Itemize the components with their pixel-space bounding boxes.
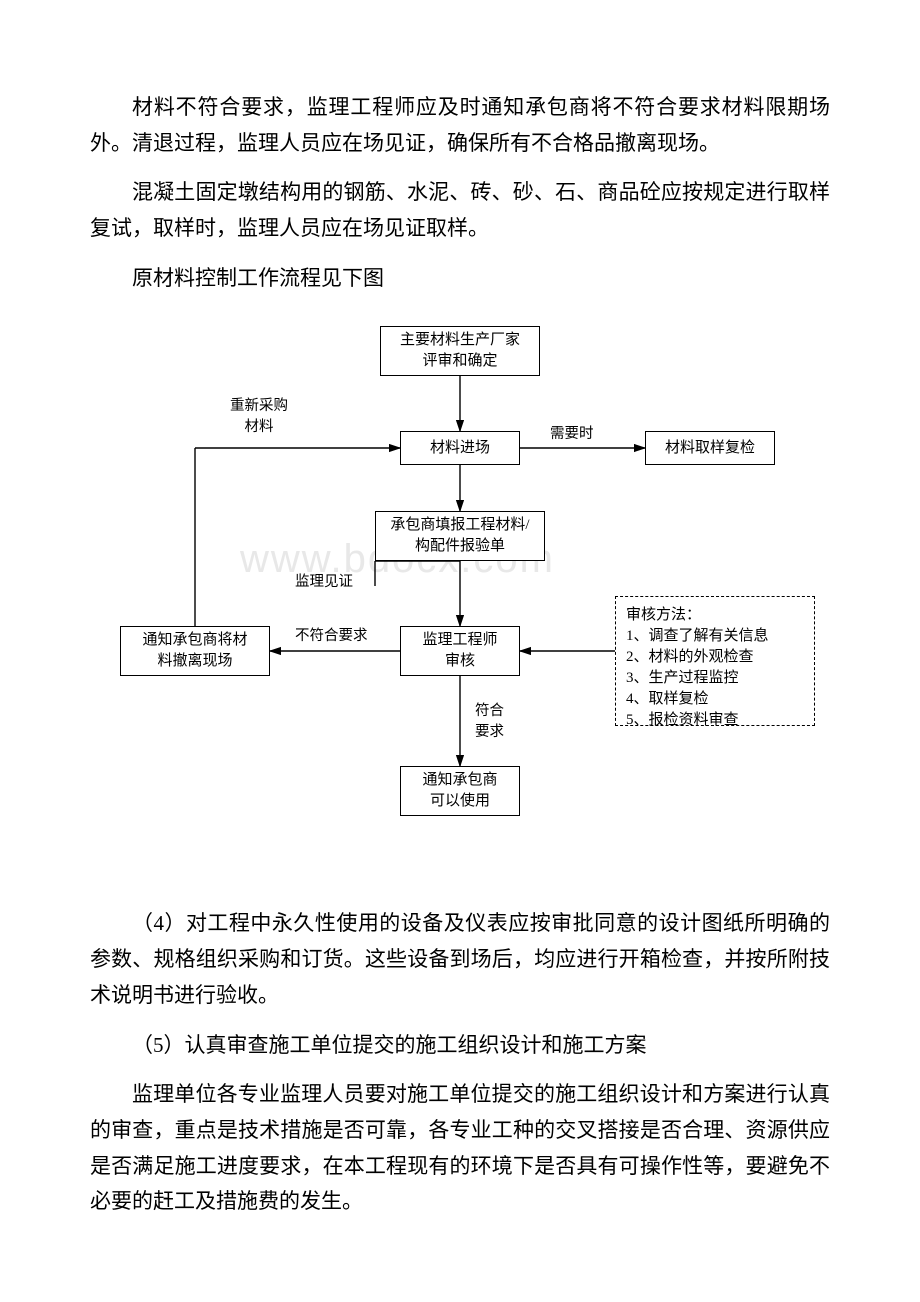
paragraph-6: 监理单位各专业监理人员要对施工单位提交的施工组织设计和方案进行认真的审查，重点是… xyxy=(90,1077,830,1220)
flow-node-n6: 通知承包商将材 料撤离现场 xyxy=(120,626,270,676)
paragraph-4: （4）对工程中永久性使用的设备及仪表应按审批同意的设计图纸所明确的参数、规格组织… xyxy=(90,906,830,1013)
edge-label-l2: 需要时 xyxy=(550,424,594,444)
edge-label-l5: 符合 要求 xyxy=(475,701,504,742)
paragraph-2: 混凝土固定墩结构用的钢筋、水泥、砖、砂、石、商品砼应按规定进行取样复试，取样时，… xyxy=(90,175,830,246)
edge-label-l3: 监理见证 xyxy=(295,572,353,592)
flow-node-n3: 材料取样复检 xyxy=(645,431,775,465)
flow-node-n7: 通知承包商 可以使用 xyxy=(400,766,520,816)
edge-label-l1: 重新采购 材料 xyxy=(230,396,288,437)
paragraph-5: （5）认真审查施工单位提交的施工组织设计和施工方案 xyxy=(90,1028,830,1064)
flow-node-n2: 材料进场 xyxy=(400,431,520,465)
flow-node-n5: 监理工程师 审核 xyxy=(400,626,520,676)
paragraph-3: 原材料控制工作流程见下图 xyxy=(90,261,830,297)
flowchart-container: www.bdocx.com 主要材料生产厂家 评审和确定材料进场材料取样复检承包… xyxy=(90,326,830,866)
paragraph-1: 材料不符合要求，监理工程师应及时通知承包商将不符合要求材料限期场外。清退过程，监… xyxy=(90,90,830,161)
flow-node-n1: 主要材料生产厂家 评审和确定 xyxy=(380,326,540,376)
edge-label-l4: 不符合要求 xyxy=(295,626,368,646)
flow-node-n4: 承包商填报工程材料/ 构配件报验单 xyxy=(375,511,545,561)
flow-node-n8: 审核方法： 1、调查了解有关信息 2、材料的外观检查 3、生产过程监控 4、取样… xyxy=(615,596,815,726)
